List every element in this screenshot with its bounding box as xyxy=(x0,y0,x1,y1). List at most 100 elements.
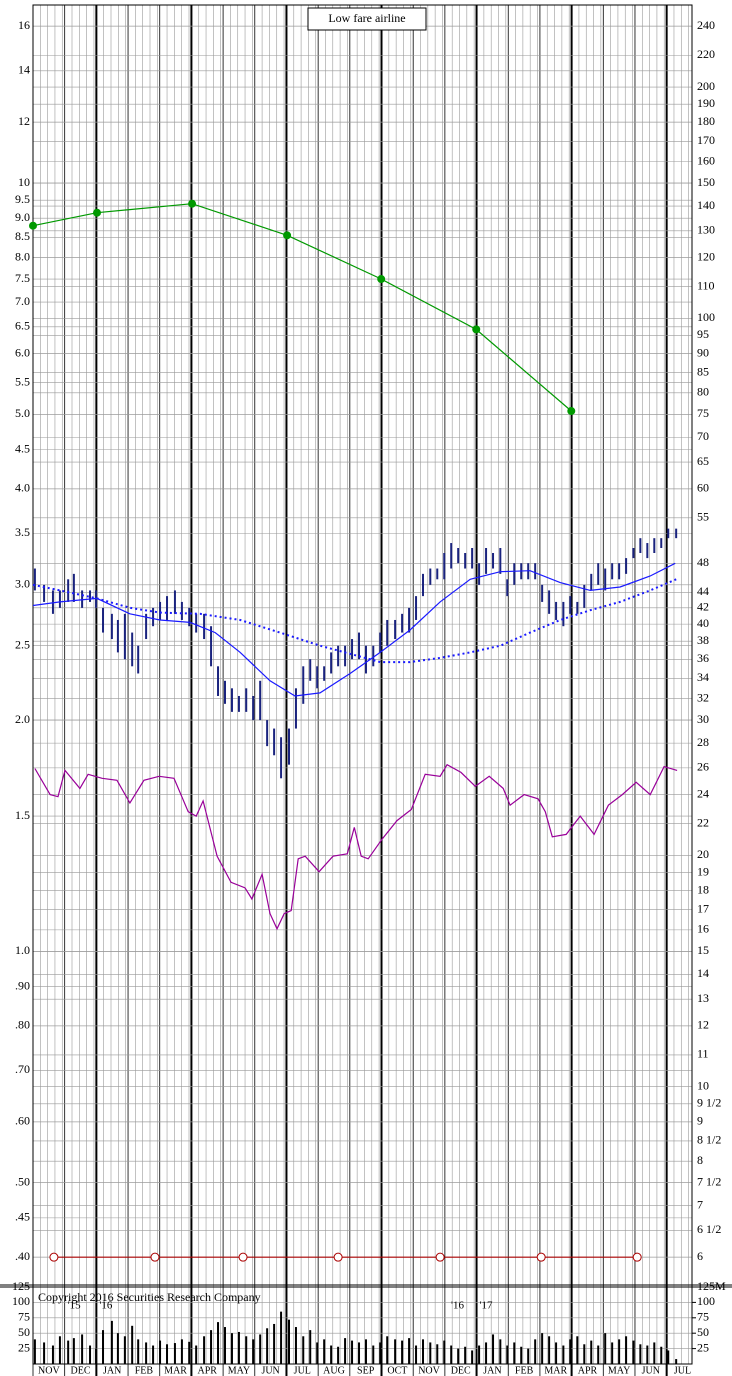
y2-tick-label: 34 xyxy=(697,670,709,684)
labels-layer: Low fare airline Copyright 2016 Securiti… xyxy=(12,7,726,1376)
y-tick-label: .40 xyxy=(15,1249,30,1263)
volume-bar xyxy=(159,1340,162,1364)
volume-bar xyxy=(639,1344,642,1364)
y2-tick-label: 85 xyxy=(697,364,709,378)
y-tick-label: 1.0 xyxy=(15,943,30,957)
volume-bar xyxy=(152,1345,155,1364)
y2-tick-label: 15 xyxy=(697,943,709,957)
y-tick-label: 10 xyxy=(18,175,30,189)
y2-tick-label: 16 xyxy=(697,922,709,936)
volume-bar xyxy=(316,1342,319,1364)
volume-bar xyxy=(379,1342,382,1364)
year-label: '16 xyxy=(99,1300,112,1312)
y2-tick-label: 22 xyxy=(697,815,709,829)
y2-tick-label: 170 xyxy=(697,133,715,147)
y2-tick-label: 150 xyxy=(697,175,715,189)
y-tick-label: 16 xyxy=(18,18,30,32)
volume-bar xyxy=(415,1345,418,1364)
month-label: OCT xyxy=(387,1365,407,1376)
y-tick-label: 4.5 xyxy=(15,441,30,455)
month-label: DEC xyxy=(71,1365,91,1376)
volume-bar xyxy=(81,1334,84,1364)
volume-bar xyxy=(436,1344,439,1364)
y2-tick-label: 100 xyxy=(697,310,715,324)
volume-bar xyxy=(72,1338,75,1364)
y-tick-label: .60 xyxy=(15,1114,30,1128)
y-tick-label: 8.5 xyxy=(15,229,30,243)
volume-bar xyxy=(464,1346,467,1364)
volume-bar xyxy=(457,1348,460,1364)
y-tick-label: 12 xyxy=(18,114,30,128)
y2-tick-label: 7 xyxy=(697,1197,703,1211)
volume-bar xyxy=(604,1333,607,1364)
y2-tick-label: 13 xyxy=(697,991,709,1005)
volume-bar xyxy=(166,1344,169,1364)
volume-bar xyxy=(280,1311,283,1364)
month-label: JAN xyxy=(103,1365,121,1376)
line-marker xyxy=(283,231,292,240)
y-tick-label: .70 xyxy=(15,1062,30,1076)
y2-tick-label: 55 xyxy=(697,510,709,524)
volume-bar xyxy=(137,1339,140,1364)
y2-tick-label: 90 xyxy=(697,345,709,359)
y2-tick-label: 75 xyxy=(697,406,709,420)
volume-bar xyxy=(237,1331,240,1364)
y-tick-label: 14 xyxy=(18,63,30,77)
volume-bar xyxy=(309,1330,312,1364)
volume-y2-tick-label: 50 xyxy=(697,1325,709,1339)
y-tick-label: 2.5 xyxy=(15,637,30,651)
y-tick-label: 2.0 xyxy=(15,712,30,726)
line-marker xyxy=(567,407,576,416)
y2-tick-label: 9 xyxy=(697,1114,703,1128)
year-label: '17 xyxy=(480,1300,493,1312)
volume-bar xyxy=(217,1322,220,1364)
volume-tick-label: 125 xyxy=(12,1279,30,1293)
y2-tick-label: 28 xyxy=(697,735,709,749)
volume-bar xyxy=(259,1334,262,1364)
volume-bar xyxy=(520,1346,523,1364)
volume-y2-tick-label: 25 xyxy=(697,1340,709,1354)
y2-tick-label: 240 xyxy=(697,18,715,32)
line-marker xyxy=(150,1252,160,1262)
line-marker xyxy=(333,1252,343,1262)
month-label: APR xyxy=(578,1365,598,1376)
y2-tick-label: 40 xyxy=(697,616,709,630)
volume-bar xyxy=(245,1336,248,1364)
volume-bar xyxy=(116,1333,119,1364)
y-tick-label: 9.5 xyxy=(15,192,30,206)
volume-bar xyxy=(252,1339,255,1364)
volume-bar xyxy=(527,1348,530,1364)
y2-tick-label: 8 1/2 xyxy=(697,1133,721,1147)
month-label: JAN xyxy=(483,1365,501,1376)
volume-bar xyxy=(597,1345,600,1364)
line-marker xyxy=(29,221,37,230)
line-marker xyxy=(49,1252,59,1262)
volume-tick-label: 75 xyxy=(18,1310,30,1324)
volume-bar xyxy=(180,1339,183,1364)
volume-bar xyxy=(330,1345,333,1364)
volume-bar xyxy=(230,1333,233,1364)
y2-tick-label: 42 xyxy=(697,600,709,614)
volume-bar xyxy=(223,1327,226,1364)
volume-y2-tick-label: 125M xyxy=(697,1279,726,1293)
y2-tick-label: 65 xyxy=(697,454,709,468)
volume-bar xyxy=(95,1348,98,1364)
volume-tick-label: 25 xyxy=(18,1340,30,1354)
volume-bar xyxy=(102,1330,105,1364)
volume-tick-label: 50 xyxy=(18,1325,30,1339)
volume-bar xyxy=(210,1330,213,1364)
y-tick-label: .50 xyxy=(15,1174,30,1188)
volume-bar xyxy=(188,1341,191,1364)
volume-tick-label: 100 xyxy=(12,1294,30,1308)
volume-bar xyxy=(675,1359,678,1364)
month-label: JUL xyxy=(294,1365,311,1376)
y-tick-label: .80 xyxy=(15,1018,30,1032)
line-series xyxy=(32,562,676,697)
volume-bar xyxy=(145,1342,148,1364)
month-label: NOV xyxy=(418,1365,440,1376)
volume-bar xyxy=(422,1339,425,1364)
y-tick-label: 7.5 xyxy=(15,271,30,285)
volume-bar xyxy=(344,1338,347,1364)
month-label: JUN xyxy=(642,1365,660,1376)
y2-tick-label: 120 xyxy=(697,249,715,263)
